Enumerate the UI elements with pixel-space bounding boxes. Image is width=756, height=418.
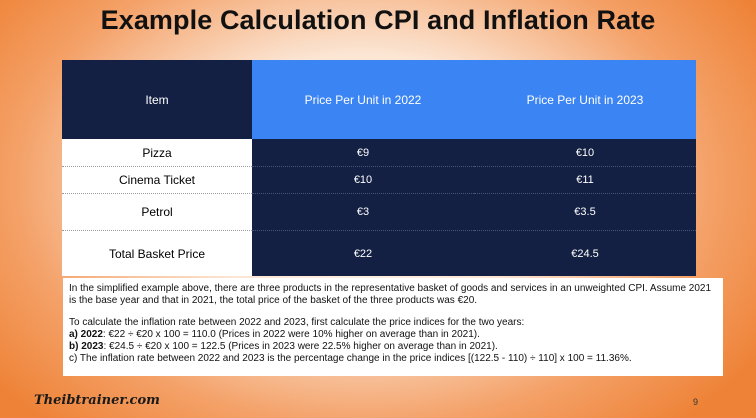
price-2022-cell: €9 [252, 139, 474, 167]
step-b-label: b) 2023 [69, 341, 104, 353]
price-table: Item Price Per Unit in 2022 Price Per Un… [62, 60, 696, 276]
step-a: a) 2022: €22 ÷ €20 x 100 = 110.0 (Prices… [69, 329, 717, 341]
step-b: b) 2023: €24.5 ÷ €20 x 100 = 122.5 (Pric… [69, 341, 717, 353]
explanation-box: In the simplified example above, there a… [63, 278, 723, 376]
price-2023-cell: €11 [474, 166, 696, 194]
item-cell: Total Basket Price [62, 230, 252, 276]
table-row: Petrol €3 €3.5 [62, 193, 696, 231]
table-row: Cinema Ticket €10 €11 [62, 166, 696, 194]
brand-logo: Theibtrainer.com [34, 393, 160, 408]
table-row-total: Total Basket Price €22 €24.5 [62, 230, 696, 276]
price-2022-cell: €3 [252, 193, 474, 231]
step-a-text: : €22 ÷ €20 x 100 = 110.0 (Prices in 202… [102, 328, 480, 340]
price-2023-cell: €24.5 [474, 230, 696, 276]
header-price-2022: Price Per Unit in 2022 [252, 60, 474, 139]
header-price-2023: Price Per Unit in 2023 [474, 60, 696, 139]
slide-title: Example Calculation CPI and Inflation Ra… [100, 5, 656, 35]
price-2023-cell: €3.5 [474, 193, 696, 231]
table-header-row: Item Price Per Unit in 2022 Price Per Un… [62, 60, 696, 139]
step-c: c) The inflation rate between 2022 and 2… [69, 353, 632, 365]
intro-text: In the simplified example above, there a… [69, 283, 712, 307]
price-2022-cell: €10 [252, 166, 474, 194]
item-cell: Cinema Ticket [62, 166, 252, 194]
page-number: 9 [693, 397, 699, 407]
item-cell: Pizza [62, 139, 252, 167]
price-2023-cell: €10 [474, 139, 696, 167]
step-b-text: : €24.5 ÷ €20 x 100 = 122.5 (Prices in 2… [103, 341, 498, 353]
item-cell: Petrol [62, 193, 252, 231]
lead-text: To calculate the inflation rate between … [69, 316, 525, 328]
price-2022-cell: €22 [252, 230, 474, 276]
header-item: Item [62, 60, 252, 139]
step-a-label: a) 2022 [69, 328, 103, 340]
table-row: Pizza €9 €10 [62, 139, 696, 167]
